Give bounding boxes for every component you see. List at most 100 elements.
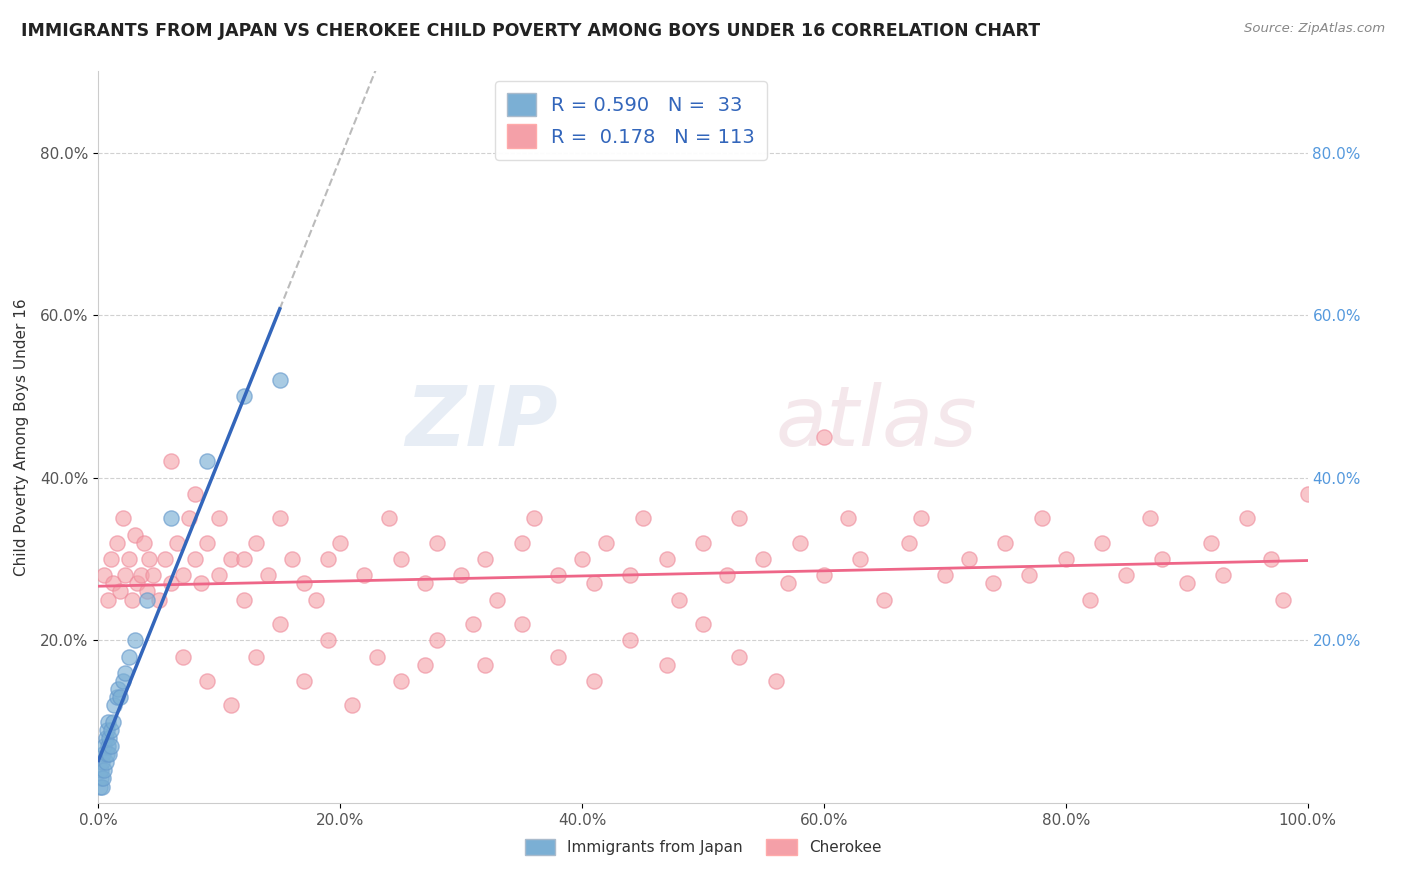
Point — [190, 576, 212, 591]
Point — [619, 568, 641, 582]
Point — [789, 535, 811, 549]
Point — [172, 568, 194, 582]
Point — [426, 633, 449, 648]
Point — [269, 373, 291, 387]
Point — [114, 568, 136, 582]
Point — [184, 552, 207, 566]
Point — [752, 552, 775, 566]
Point — [135, 592, 157, 607]
Point — [101, 714, 124, 729]
Point — [316, 633, 339, 648]
Point — [94, 755, 117, 769]
Point — [813, 430, 835, 444]
Legend: Immigrants from Japan, Cherokee: Immigrants from Japan, Cherokee — [519, 833, 887, 861]
Point — [728, 511, 751, 525]
Point — [111, 511, 134, 525]
Point — [91, 780, 114, 794]
Point — [256, 568, 278, 582]
Point — [118, 552, 141, 566]
Point — [716, 568, 738, 582]
Point — [97, 739, 120, 753]
Point — [93, 568, 115, 582]
Point — [619, 633, 641, 648]
Point — [1199, 535, 1222, 549]
Point — [89, 780, 111, 794]
Point — [595, 535, 617, 549]
Point — [127, 576, 149, 591]
Point — [195, 454, 218, 468]
Point — [583, 673, 606, 688]
Point — [523, 511, 546, 525]
Point — [934, 568, 956, 582]
Point — [849, 552, 872, 566]
Point — [957, 552, 980, 566]
Point — [510, 617, 533, 632]
Point — [91, 747, 114, 761]
Point — [121, 592, 143, 607]
Point — [897, 535, 920, 549]
Point — [463, 617, 485, 632]
Point — [316, 552, 339, 566]
Point — [90, 772, 112, 786]
Point — [474, 552, 496, 566]
Point — [195, 673, 218, 688]
Point — [138, 552, 160, 566]
Point — [160, 454, 183, 468]
Point — [776, 576, 799, 591]
Point — [208, 511, 231, 525]
Point — [118, 649, 141, 664]
Point — [208, 568, 231, 582]
Point — [389, 552, 412, 566]
Point — [221, 552, 243, 566]
Point — [1236, 511, 1258, 525]
Point — [474, 657, 496, 672]
Text: atlas: atlas — [776, 382, 977, 463]
Point — [90, 764, 112, 778]
Point — [450, 568, 472, 582]
Point — [366, 649, 388, 664]
Point — [108, 690, 131, 705]
Point — [245, 649, 267, 664]
Point — [571, 552, 593, 566]
Point — [98, 747, 121, 761]
Point — [93, 764, 115, 778]
Point — [547, 649, 569, 664]
Point — [692, 535, 714, 549]
Point — [668, 592, 690, 607]
Point — [873, 592, 896, 607]
Point — [184, 487, 207, 501]
Y-axis label: Child Poverty Among Boys Under 16: Child Poverty Among Boys Under 16 — [14, 298, 30, 576]
Point — [134, 535, 156, 549]
Point — [377, 511, 399, 525]
Point — [221, 698, 243, 713]
Point — [281, 552, 304, 566]
Point — [486, 592, 509, 607]
Point — [994, 535, 1017, 549]
Point — [655, 657, 678, 672]
Point — [728, 649, 751, 664]
Point — [305, 592, 328, 607]
Point — [1260, 552, 1282, 566]
Point — [124, 527, 146, 541]
Text: Source: ZipAtlas.com: Source: ZipAtlas.com — [1244, 22, 1385, 36]
Point — [96, 747, 118, 761]
Point — [655, 552, 678, 566]
Point — [413, 576, 436, 591]
Point — [292, 673, 315, 688]
Point — [105, 535, 128, 549]
Point — [1031, 511, 1053, 525]
Point — [160, 576, 183, 591]
Point — [1018, 568, 1040, 582]
Point — [129, 568, 152, 582]
Point — [111, 673, 134, 688]
Point — [100, 739, 122, 753]
Point — [101, 576, 124, 591]
Point — [1091, 535, 1114, 549]
Point — [91, 772, 114, 786]
Point — [166, 535, 188, 549]
Point — [269, 617, 291, 632]
Point — [1296, 487, 1319, 501]
Point — [172, 649, 194, 664]
Point — [389, 673, 412, 688]
Point — [103, 698, 125, 713]
